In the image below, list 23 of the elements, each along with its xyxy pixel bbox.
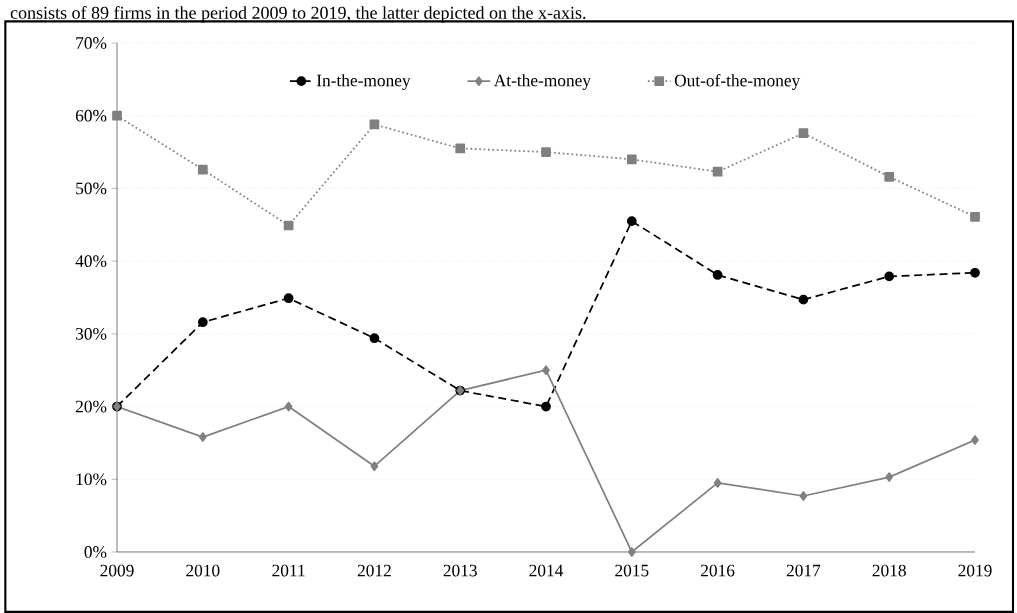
y-tick-label: 0% xyxy=(84,546,107,558)
y-tick-label: 30% xyxy=(76,327,107,340)
x-tick-label: 2019 xyxy=(958,564,992,577)
y-tick-label: 70% xyxy=(76,37,107,49)
x-tick-label: 2011 xyxy=(272,564,305,577)
x-tick-label: 2010 xyxy=(186,564,220,577)
legend-label: In-the-money xyxy=(316,74,411,90)
y-tick-label: 60% xyxy=(75,109,107,122)
x-tick-label: 2014 xyxy=(529,564,564,577)
y-tick-label: 20% xyxy=(75,400,107,413)
y-tick-label: 50% xyxy=(76,182,107,195)
x-tick-label: 2009 xyxy=(100,564,134,577)
legend-label: At-the-money xyxy=(493,74,591,90)
x-tick-label: 2015 xyxy=(615,564,649,577)
text: consists of 89 firms in the period 2009 to 2019, the latter depicted on the x-axis. xyxy=(10,6,586,23)
x-tick-label: 2013 xyxy=(443,564,477,577)
y-tick-label: 40% xyxy=(75,255,107,268)
x-tick-label: 2016 xyxy=(701,564,735,577)
x-tick-label: 2017 xyxy=(786,564,821,577)
y-tick-label: 10% xyxy=(76,473,107,486)
x-tick-label: 2018 xyxy=(872,564,906,577)
x-tick-label: 2012 xyxy=(357,564,391,577)
legend-label: Out-of-the-money xyxy=(674,74,801,90)
